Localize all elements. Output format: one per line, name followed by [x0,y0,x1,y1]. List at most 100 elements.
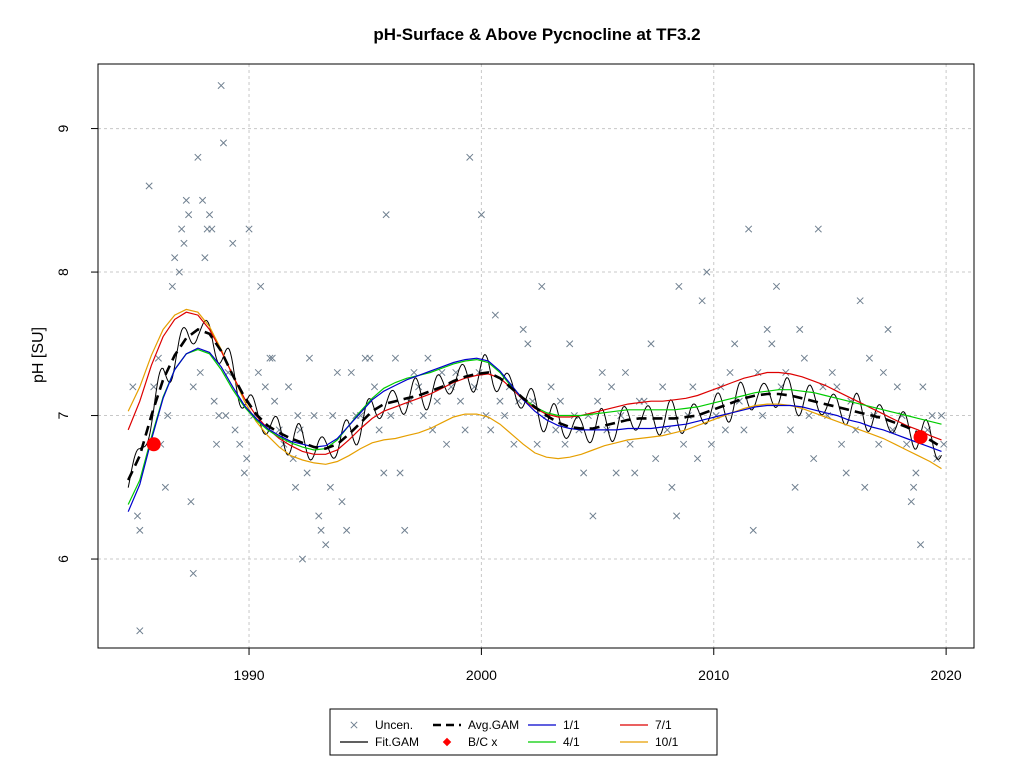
observation-point [758,411,767,420]
observation-point [391,354,399,362]
x-tick-label: 2010 [698,667,729,683]
observation-point [396,469,404,477]
observation-point [222,411,230,420]
observation-point [482,411,490,420]
observation-point [621,368,630,377]
observation-point [178,225,186,233]
observation-point [129,383,137,391]
series-line-10-1 [127,308,942,470]
series-line-fit-gam [127,319,942,488]
observation-point [828,368,836,377]
observation-point [928,411,936,420]
observation-point [749,526,757,534]
observation-point [419,411,427,420]
observation-point [150,383,158,391]
observation-point [833,383,841,391]
observation-point [329,411,337,420]
legend-label: 7/1 [655,718,672,732]
observation-point [424,354,432,362]
observation-point [456,397,465,405]
observation-point [236,440,244,448]
observation-point [768,340,776,348]
legend-item: Uncen. [350,718,413,732]
x-tick-label: 1990 [233,667,264,683]
x-tick-label: 2020 [931,667,962,683]
observation-point [382,211,390,219]
observation-point [466,153,474,161]
observation-point [589,512,597,520]
observation-point [884,325,892,334]
observation-point [763,325,771,334]
bc-point [913,430,928,445]
bc-points [146,430,928,452]
observation-point [668,483,676,491]
observation-point [338,498,346,506]
observation-point [442,440,451,448]
x-tick-label: 2000 [466,667,497,683]
observation-point [740,426,748,434]
observation-point [322,541,330,549]
observation-point [461,426,469,434]
legend-label: 4/1 [563,735,580,749]
observation-point [370,383,379,391]
observation-point [919,383,927,391]
observation-point [617,411,625,420]
observation-point [786,426,794,434]
observation-point [879,368,887,377]
observation-point [266,354,274,362]
observation-point [208,225,216,233]
series-line-4-1 [127,348,942,505]
observation-point [647,340,655,348]
observation-point [675,282,683,290]
observation-point [189,569,197,577]
observation-point [640,397,648,405]
legend-item: 4/1 [528,735,580,749]
legend-item: Avg.GAM [433,718,519,732]
observation-point [180,239,188,247]
legend-cross-icon [350,721,358,729]
observation-point [791,483,799,491]
observation-point [240,469,248,477]
observation-point [161,483,169,491]
observation-point [552,426,560,434]
observation-point [347,368,355,377]
observation-point [387,411,395,420]
observation-point [154,354,162,362]
observation-point [663,426,671,434]
observation-point [805,411,813,420]
observation-point [291,483,300,491]
observation-point [310,411,318,420]
observation-point [210,397,218,405]
observation-point [940,440,948,448]
legend-label: 1/1 [563,718,580,732]
observation-point [217,81,225,90]
observation-point [496,397,504,405]
observation-point [612,469,620,477]
legend-label: Uncen. [375,718,413,732]
observation-point [917,541,925,549]
observation-point [145,182,153,190]
observation-point [175,268,183,276]
legend-item: B/C x [442,735,497,749]
grid [98,64,974,648]
legend-dot-icon [442,737,452,747]
observation-point [703,268,711,276]
observation-point [271,397,279,405]
observation-point [343,526,351,534]
observation-point [199,196,207,204]
observation-point [726,368,734,377]
observation-point [294,411,302,420]
y-tick-label: 8 [55,268,71,276]
observation-point [865,354,873,362]
observation-point [580,469,588,477]
series-line-7-1 [127,311,942,455]
observation-point [547,383,555,391]
legend-label: Fit.GAM [375,735,419,749]
observation-point [375,426,383,434]
observation-point [245,225,253,233]
trend-curves [127,308,943,512]
observation-point [510,440,518,448]
observation-point [607,383,616,391]
observation-point [533,440,541,448]
